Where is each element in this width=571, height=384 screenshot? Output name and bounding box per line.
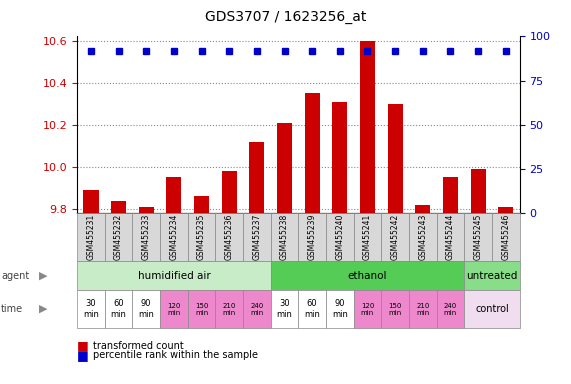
Text: ■: ■ bbox=[77, 349, 89, 362]
Text: GSM455239: GSM455239 bbox=[308, 214, 317, 260]
Text: GSM455236: GSM455236 bbox=[225, 214, 234, 260]
Text: control: control bbox=[475, 304, 509, 314]
Bar bbox=[222, 171, 237, 384]
Text: GSM455245: GSM455245 bbox=[473, 214, 482, 260]
Text: transformed count: transformed count bbox=[93, 341, 184, 351]
Bar bbox=[498, 207, 513, 384]
Bar bbox=[250, 142, 264, 384]
Text: agent: agent bbox=[1, 270, 29, 281]
Text: percentile rank within the sample: percentile rank within the sample bbox=[93, 350, 258, 360]
Text: GSM455242: GSM455242 bbox=[391, 214, 400, 260]
Text: GSM455243: GSM455243 bbox=[419, 214, 427, 260]
Bar bbox=[415, 205, 431, 384]
Bar bbox=[194, 196, 209, 384]
Text: GSM455246: GSM455246 bbox=[501, 214, 510, 260]
Bar bbox=[360, 41, 375, 384]
Text: 150
min: 150 min bbox=[388, 303, 402, 316]
Text: 30
min: 30 min bbox=[276, 300, 292, 319]
Text: GSM455234: GSM455234 bbox=[170, 214, 178, 260]
Text: ▶: ▶ bbox=[39, 304, 47, 314]
Text: GSM455231: GSM455231 bbox=[86, 214, 95, 260]
Text: GSM455240: GSM455240 bbox=[335, 214, 344, 260]
Text: 150
min: 150 min bbox=[195, 303, 208, 316]
Text: 240
min: 240 min bbox=[444, 303, 457, 316]
Text: 60
min: 60 min bbox=[304, 300, 320, 319]
Bar bbox=[443, 177, 458, 384]
Bar bbox=[332, 102, 347, 384]
Text: 90
min: 90 min bbox=[138, 300, 154, 319]
Text: GSM455237: GSM455237 bbox=[252, 214, 262, 260]
Text: untreated: untreated bbox=[467, 270, 518, 281]
Text: 60
min: 60 min bbox=[111, 300, 127, 319]
Text: time: time bbox=[1, 304, 23, 314]
Bar bbox=[388, 104, 403, 384]
Text: 120
min: 120 min bbox=[167, 303, 180, 316]
Text: 90
min: 90 min bbox=[332, 300, 348, 319]
Text: GSM455233: GSM455233 bbox=[142, 214, 151, 260]
Text: 30
min: 30 min bbox=[83, 300, 99, 319]
Bar bbox=[277, 123, 292, 384]
Text: ethanol: ethanol bbox=[348, 270, 387, 281]
Text: GSM455232: GSM455232 bbox=[114, 214, 123, 260]
Bar bbox=[111, 200, 126, 384]
Text: 210
min: 210 min bbox=[223, 303, 236, 316]
Bar bbox=[139, 207, 154, 384]
Text: ▶: ▶ bbox=[39, 270, 47, 281]
Text: GSM455241: GSM455241 bbox=[363, 214, 372, 260]
Bar bbox=[471, 169, 486, 384]
Text: GSM455235: GSM455235 bbox=[197, 214, 206, 260]
Bar bbox=[166, 177, 182, 384]
Text: 210
min: 210 min bbox=[416, 303, 429, 316]
Text: GDS3707 / 1623256_at: GDS3707 / 1623256_at bbox=[205, 10, 366, 23]
Bar bbox=[83, 190, 99, 384]
Text: GSM455238: GSM455238 bbox=[280, 214, 289, 260]
Text: 240
min: 240 min bbox=[250, 303, 263, 316]
Text: 120
min: 120 min bbox=[361, 303, 374, 316]
Text: GSM455244: GSM455244 bbox=[446, 214, 455, 260]
Text: ■: ■ bbox=[77, 339, 89, 352]
Bar bbox=[304, 93, 320, 384]
Text: humidified air: humidified air bbox=[138, 270, 210, 281]
